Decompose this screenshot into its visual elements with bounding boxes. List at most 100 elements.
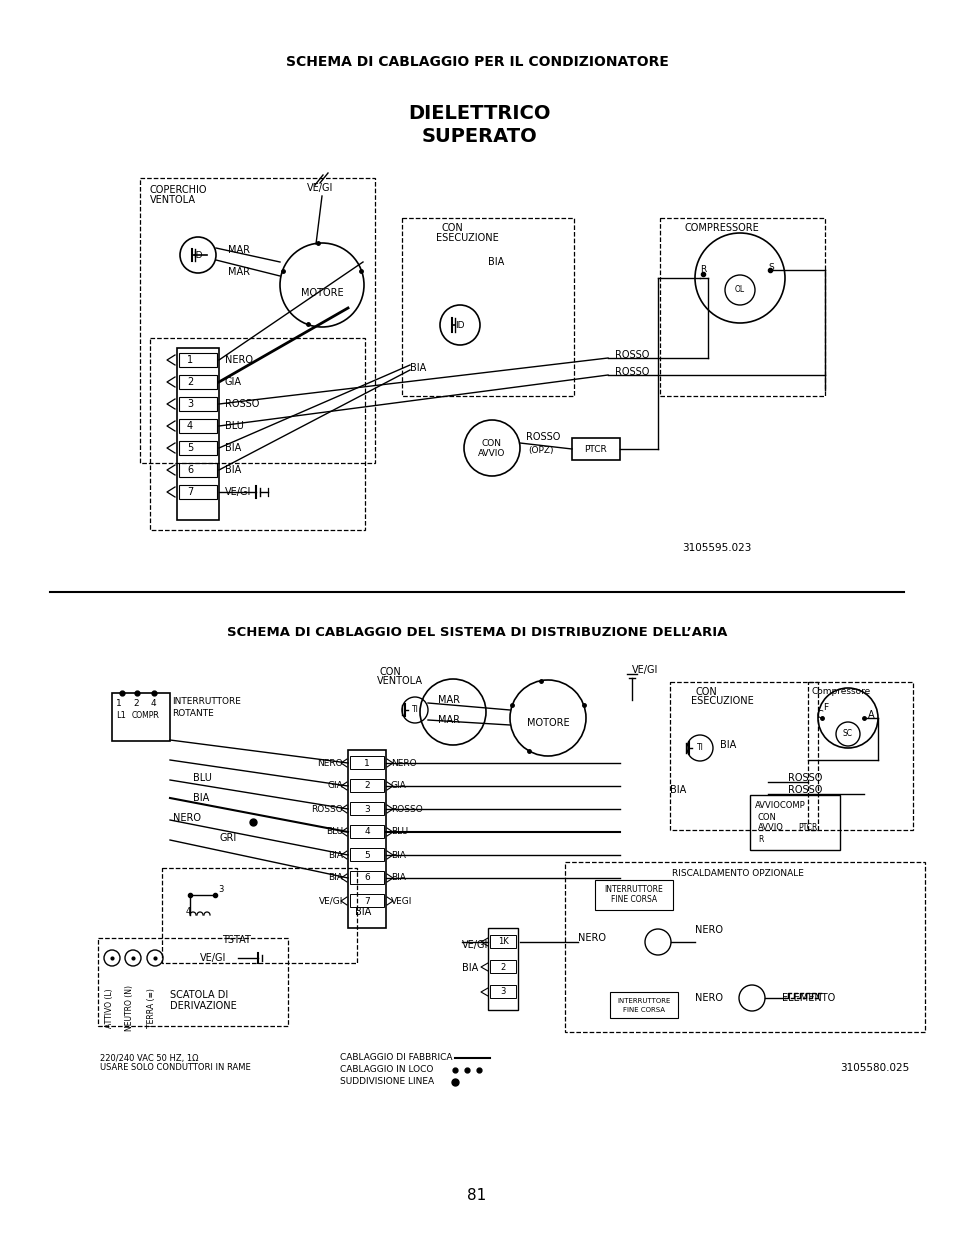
Text: INTERRUTTORE: INTERRUTTORE	[617, 998, 670, 1004]
Text: 1: 1	[364, 758, 370, 767]
Text: USARE SOLO CONDUTTORI IN RAME: USARE SOLO CONDUTTORI IN RAME	[100, 1063, 251, 1072]
Bar	[350, 871, 384, 884]
Text: COMPRESSORE: COMPRESSORE	[684, 224, 759, 233]
Bar	[350, 894, 384, 906]
Bar	[350, 825, 384, 839]
Bar	[112, 693, 170, 741]
Text: SCHEMA DI CABLAGGIO DEL SISTEMA DI DISTRIBUZIONE DELL’ARIA: SCHEMA DI CABLAGGIO DEL SISTEMA DI DISTR…	[227, 625, 726, 638]
Text: MAR: MAR	[228, 245, 250, 254]
Bar	[179, 463, 216, 477]
Text: 4: 4	[364, 827, 370, 836]
Text: 5: 5	[364, 851, 370, 860]
Bar	[350, 756, 384, 769]
Text: VE/GI: VE/GI	[318, 897, 343, 905]
Text: 4: 4	[150, 699, 155, 709]
Text: ROSSO: ROSSO	[615, 367, 649, 377]
Bar	[609, 992, 678, 1018]
Text: CABLAGGIO IN LOCO: CABLAGGIO IN LOCO	[339, 1066, 433, 1074]
Text: TI: TI	[411, 705, 418, 715]
Text: 1: 1	[116, 699, 122, 709]
Text: GIA: GIA	[391, 782, 406, 790]
Bar	[572, 438, 619, 459]
Text: BIA: BIA	[328, 873, 343, 883]
Text: 7: 7	[364, 897, 370, 905]
Text: ROSSO: ROSSO	[225, 399, 259, 409]
Bar	[179, 353, 216, 367]
Bar	[659, 219, 824, 396]
Text: 6: 6	[187, 466, 193, 475]
Text: NEUTRO (N): NEUTRO (N)	[126, 986, 134, 1031]
Text: L1: L1	[116, 711, 126, 720]
Text: DERIVAZIONE: DERIVAZIONE	[170, 1002, 236, 1011]
Text: BIA: BIA	[720, 740, 736, 750]
Text: ROSSO: ROSSO	[391, 804, 422, 814]
Bar	[350, 802, 384, 815]
Text: 2: 2	[364, 782, 370, 790]
Text: NERO: NERO	[578, 932, 605, 944]
Text: BIA: BIA	[410, 363, 426, 373]
Text: TERRA (≡): TERRA (≡)	[148, 988, 156, 1028]
Text: BIA: BIA	[225, 443, 241, 453]
Text: 7: 7	[187, 487, 193, 496]
Text: CON: CON	[481, 438, 501, 447]
Text: (OPZ): (OPZ)	[527, 446, 553, 454]
Text: ROTANTE: ROTANTE	[172, 709, 213, 718]
Text: BIA: BIA	[355, 906, 371, 918]
Text: 3: 3	[187, 399, 193, 409]
Text: GIA: GIA	[327, 782, 343, 790]
Text: VE/GI: VE/GI	[631, 664, 658, 676]
Text: AVVIOCOMP: AVVIOCOMP	[754, 802, 805, 810]
Text: R: R	[152, 711, 157, 720]
Text: FINE CORSA: FINE CORSA	[610, 894, 657, 904]
Text: TI: TI	[696, 743, 702, 752]
Text: 5: 5	[187, 443, 193, 453]
Text: ESECUZIONE: ESECUZIONE	[436, 233, 498, 243]
Text: BIA: BIA	[461, 963, 477, 973]
Bar	[140, 178, 375, 463]
Text: TSTAT: TSTAT	[222, 935, 251, 945]
Bar	[749, 795, 840, 850]
Text: 6: 6	[364, 873, 370, 883]
Text: ROSSO: ROSSO	[615, 350, 649, 359]
Text: SC: SC	[842, 730, 852, 739]
Bar	[564, 862, 924, 1032]
Text: 4: 4	[187, 421, 193, 431]
Bar	[179, 419, 216, 433]
Bar	[595, 881, 672, 910]
Bar	[490, 935, 516, 948]
Text: 3: 3	[499, 988, 505, 997]
Text: 3105580.025: 3105580.025	[840, 1063, 908, 1073]
Text: VENTOLA: VENTOLA	[150, 195, 195, 205]
Text: ROSSO: ROSSO	[525, 432, 559, 442]
Text: CON: CON	[758, 814, 776, 823]
Text: CON: CON	[379, 667, 401, 677]
Text: ELEMENTO: ELEMENTO	[781, 993, 835, 1003]
Text: INTERRUTTORE: INTERRUTTORE	[172, 697, 240, 705]
Bar	[490, 986, 516, 998]
Text: GRI: GRI	[220, 832, 237, 844]
Text: INTERRUTTORE: INTERRUTTORE	[604, 884, 662, 893]
Text: MAR: MAR	[228, 267, 250, 277]
Text: VEGI: VEGI	[391, 897, 412, 905]
Text: ID: ID	[455, 321, 464, 330]
Text: 81: 81	[467, 1188, 486, 1203]
Text: 3105595.023: 3105595.023	[681, 543, 751, 553]
Bar	[401, 219, 574, 396]
Text: MAR: MAR	[437, 715, 459, 725]
Bar	[162, 868, 356, 963]
Text: VE/GI: VE/GI	[200, 953, 226, 963]
Text: AVVIO: AVVIO	[477, 450, 505, 458]
Text: ROSSO: ROSSO	[311, 804, 343, 814]
Text: VE/GI: VE/GI	[225, 487, 251, 496]
Text: ATTIVO (L): ATTIVO (L)	[106, 988, 114, 1028]
Text: VENTOLA: VENTOLA	[376, 676, 422, 685]
Text: COPERCHIO: COPERCHIO	[150, 185, 208, 195]
Text: ROSSO: ROSSO	[787, 785, 821, 795]
Bar	[350, 779, 384, 792]
Text: BIA: BIA	[193, 793, 209, 803]
Text: ESECUZIONE: ESECUZIONE	[690, 697, 753, 706]
Text: RISCALDAMENTO OPZIONALE: RISCALDAMENTO OPZIONALE	[671, 869, 803, 878]
Text: R: R	[700, 266, 705, 274]
Bar	[150, 338, 365, 530]
Text: MOTORE: MOTORE	[526, 718, 569, 727]
